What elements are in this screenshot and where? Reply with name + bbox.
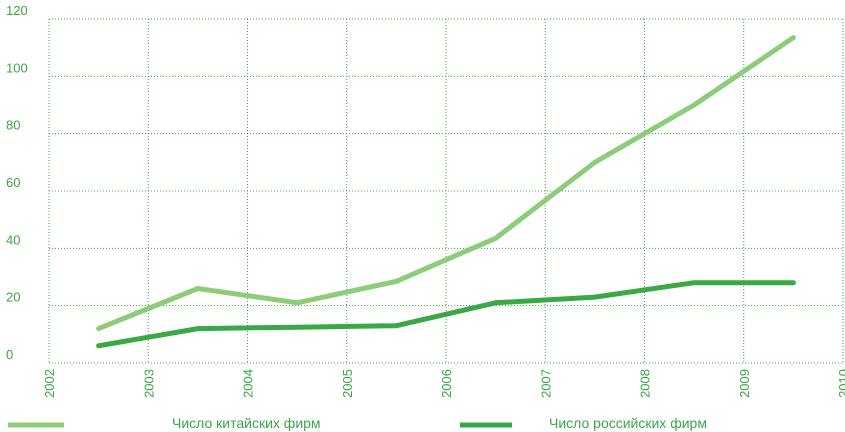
y-tick-label: 0 bbox=[6, 347, 13, 362]
x-tick-label: 2005 bbox=[340, 369, 355, 398]
y-tick-label: 80 bbox=[6, 118, 20, 133]
data-point bbox=[393, 323, 399, 329]
data-point bbox=[96, 343, 102, 349]
data-point bbox=[195, 326, 201, 332]
y-tick-label: 120 bbox=[6, 3, 28, 18]
x-tick-label: 2006 bbox=[439, 369, 454, 398]
x-tick-label: 2003 bbox=[141, 369, 156, 398]
legend: Число китайских фирм Число российских фи… bbox=[8, 415, 707, 431]
data-point bbox=[592, 294, 598, 300]
x-tick-label: 2010 bbox=[836, 369, 845, 398]
data-point bbox=[294, 324, 300, 330]
legend-label-chinese-firms: Число китайских фирм bbox=[172, 415, 321, 431]
series-line-russian-firms bbox=[98, 280, 794, 349]
series-line-chinese-firms bbox=[97, 35, 795, 331]
x-tick-label: 2007 bbox=[538, 369, 553, 398]
legend-label-russian-firms: Число российских фирм bbox=[549, 415, 707, 431]
data-point bbox=[493, 235, 499, 241]
x-tick-label: 2009 bbox=[737, 369, 752, 398]
data-point bbox=[195, 285, 201, 291]
data-point bbox=[790, 35, 796, 41]
y-tick-label: 20 bbox=[6, 290, 20, 305]
data-point bbox=[96, 326, 102, 332]
x-tick-label: 2008 bbox=[638, 369, 653, 398]
y-tick-label: 60 bbox=[6, 175, 20, 190]
grid bbox=[48, 18, 844, 364]
data-point bbox=[691, 280, 697, 286]
data-point bbox=[393, 278, 399, 284]
data-point bbox=[592, 159, 598, 165]
axis-ticks: 0 20 40 60 80 100 120 2002 2003 2004 2005 2006 2007 2… bbox=[6, 3, 845, 398]
y-tick-label: 100 bbox=[6, 60, 28, 75]
x-tick-label: 2002 bbox=[42, 369, 57, 398]
series-lines bbox=[96, 35, 796, 349]
data-point bbox=[790, 280, 796, 286]
x-tick-label: 2004 bbox=[241, 369, 256, 398]
data-point bbox=[493, 300, 499, 306]
data-point bbox=[691, 102, 697, 108]
y-tick-label: 40 bbox=[6, 232, 20, 247]
data-point bbox=[294, 300, 300, 306]
